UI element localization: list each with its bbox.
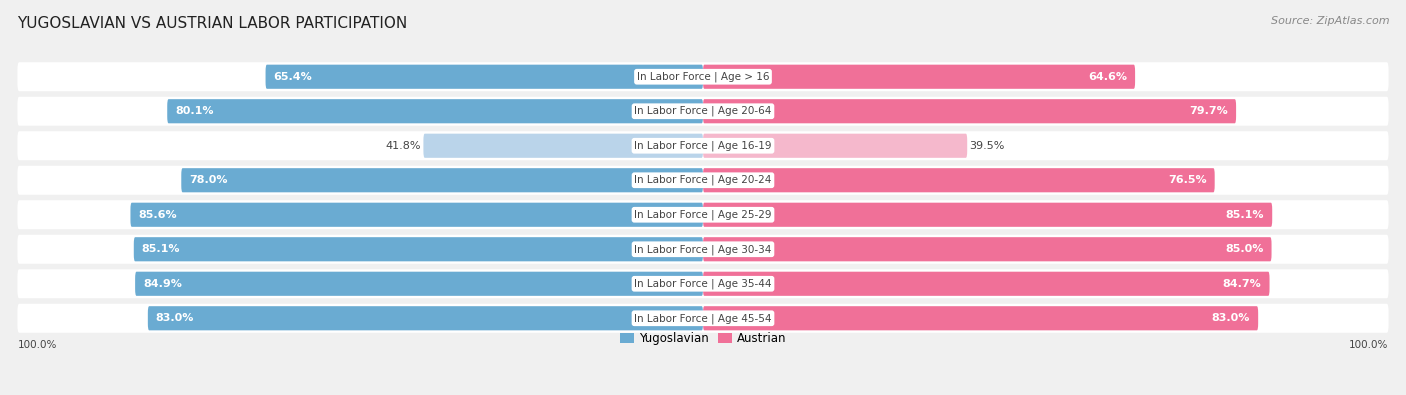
FancyBboxPatch shape bbox=[703, 203, 1272, 227]
FancyBboxPatch shape bbox=[17, 97, 1389, 126]
FancyBboxPatch shape bbox=[17, 131, 1389, 160]
Text: 85.0%: 85.0% bbox=[1225, 244, 1264, 254]
FancyBboxPatch shape bbox=[423, 134, 703, 158]
FancyBboxPatch shape bbox=[167, 99, 703, 123]
FancyBboxPatch shape bbox=[181, 168, 703, 192]
Text: In Labor Force | Age 45-54: In Labor Force | Age 45-54 bbox=[634, 313, 772, 324]
Text: 83.0%: 83.0% bbox=[1212, 313, 1250, 323]
Text: 39.5%: 39.5% bbox=[969, 141, 1004, 151]
Text: 100.0%: 100.0% bbox=[17, 340, 56, 350]
FancyBboxPatch shape bbox=[17, 304, 1389, 333]
FancyBboxPatch shape bbox=[17, 269, 1389, 298]
Text: 65.4%: 65.4% bbox=[274, 72, 312, 82]
FancyBboxPatch shape bbox=[17, 200, 1389, 229]
Text: 85.1%: 85.1% bbox=[1226, 210, 1264, 220]
Text: 100.0%: 100.0% bbox=[1350, 340, 1389, 350]
FancyBboxPatch shape bbox=[703, 134, 967, 158]
Text: In Labor Force | Age 20-64: In Labor Force | Age 20-64 bbox=[634, 106, 772, 117]
Text: 78.0%: 78.0% bbox=[190, 175, 228, 185]
FancyBboxPatch shape bbox=[134, 237, 703, 261]
FancyBboxPatch shape bbox=[703, 168, 1215, 192]
Text: 79.7%: 79.7% bbox=[1189, 106, 1227, 116]
FancyBboxPatch shape bbox=[266, 65, 703, 89]
FancyBboxPatch shape bbox=[131, 203, 703, 227]
Text: 84.9%: 84.9% bbox=[143, 279, 181, 289]
FancyBboxPatch shape bbox=[17, 62, 1389, 91]
FancyBboxPatch shape bbox=[703, 237, 1271, 261]
Text: In Labor Force | Age 35-44: In Labor Force | Age 35-44 bbox=[634, 278, 772, 289]
Text: In Labor Force | Age 25-29: In Labor Force | Age 25-29 bbox=[634, 209, 772, 220]
FancyBboxPatch shape bbox=[148, 306, 703, 330]
Legend: Yugoslavian, Austrian: Yugoslavian, Austrian bbox=[620, 332, 786, 345]
Text: In Labor Force | Age 30-34: In Labor Force | Age 30-34 bbox=[634, 244, 772, 254]
Text: 41.8%: 41.8% bbox=[385, 141, 422, 151]
Text: 80.1%: 80.1% bbox=[176, 106, 214, 116]
Text: 64.6%: 64.6% bbox=[1088, 72, 1128, 82]
Text: YUGOSLAVIAN VS AUSTRIAN LABOR PARTICIPATION: YUGOSLAVIAN VS AUSTRIAN LABOR PARTICIPAT… bbox=[17, 16, 408, 31]
Text: 84.7%: 84.7% bbox=[1223, 279, 1261, 289]
Text: In Labor Force | Age > 16: In Labor Force | Age > 16 bbox=[637, 71, 769, 82]
FancyBboxPatch shape bbox=[703, 272, 1270, 296]
FancyBboxPatch shape bbox=[17, 235, 1389, 264]
Text: 83.0%: 83.0% bbox=[156, 313, 194, 323]
Text: 76.5%: 76.5% bbox=[1168, 175, 1206, 185]
FancyBboxPatch shape bbox=[703, 65, 1135, 89]
Text: Source: ZipAtlas.com: Source: ZipAtlas.com bbox=[1271, 16, 1389, 26]
Text: In Labor Force | Age 16-19: In Labor Force | Age 16-19 bbox=[634, 141, 772, 151]
Text: 85.6%: 85.6% bbox=[138, 210, 177, 220]
FancyBboxPatch shape bbox=[135, 272, 703, 296]
Text: 85.1%: 85.1% bbox=[142, 244, 180, 254]
FancyBboxPatch shape bbox=[17, 166, 1389, 195]
FancyBboxPatch shape bbox=[703, 99, 1236, 123]
FancyBboxPatch shape bbox=[703, 306, 1258, 330]
Text: In Labor Force | Age 20-24: In Labor Force | Age 20-24 bbox=[634, 175, 772, 186]
